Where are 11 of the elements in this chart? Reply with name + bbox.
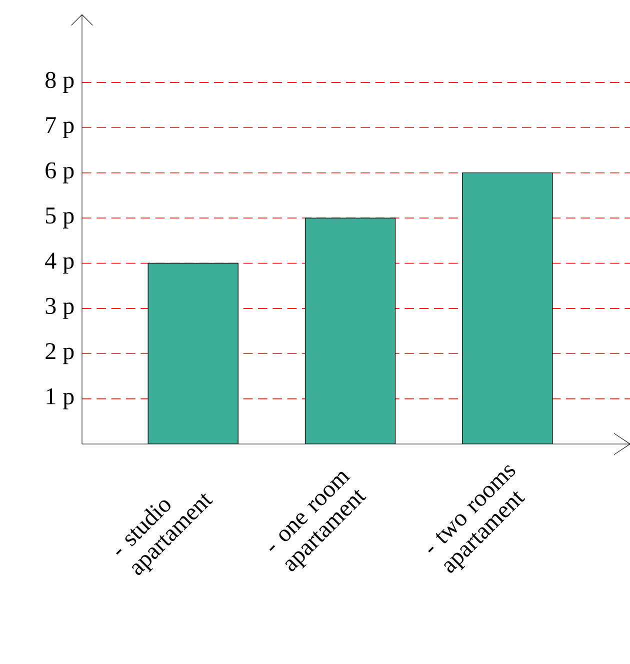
y-tick-label: 7 p [46,117,74,138]
bar [148,262,238,444]
y-tick-label: 2 p [45,343,74,364]
bar [462,172,553,444]
y-tick-label: 8 p [45,72,74,93]
y-tick-label: 3 p [46,298,74,319]
y-tick-label: 4 p [44,252,74,274]
y-tick-label: 6 p [45,162,74,184]
bar [304,218,396,444]
y-tick-label: 5 p [46,208,74,228]
y-tick-label: 1 p [46,388,74,410]
